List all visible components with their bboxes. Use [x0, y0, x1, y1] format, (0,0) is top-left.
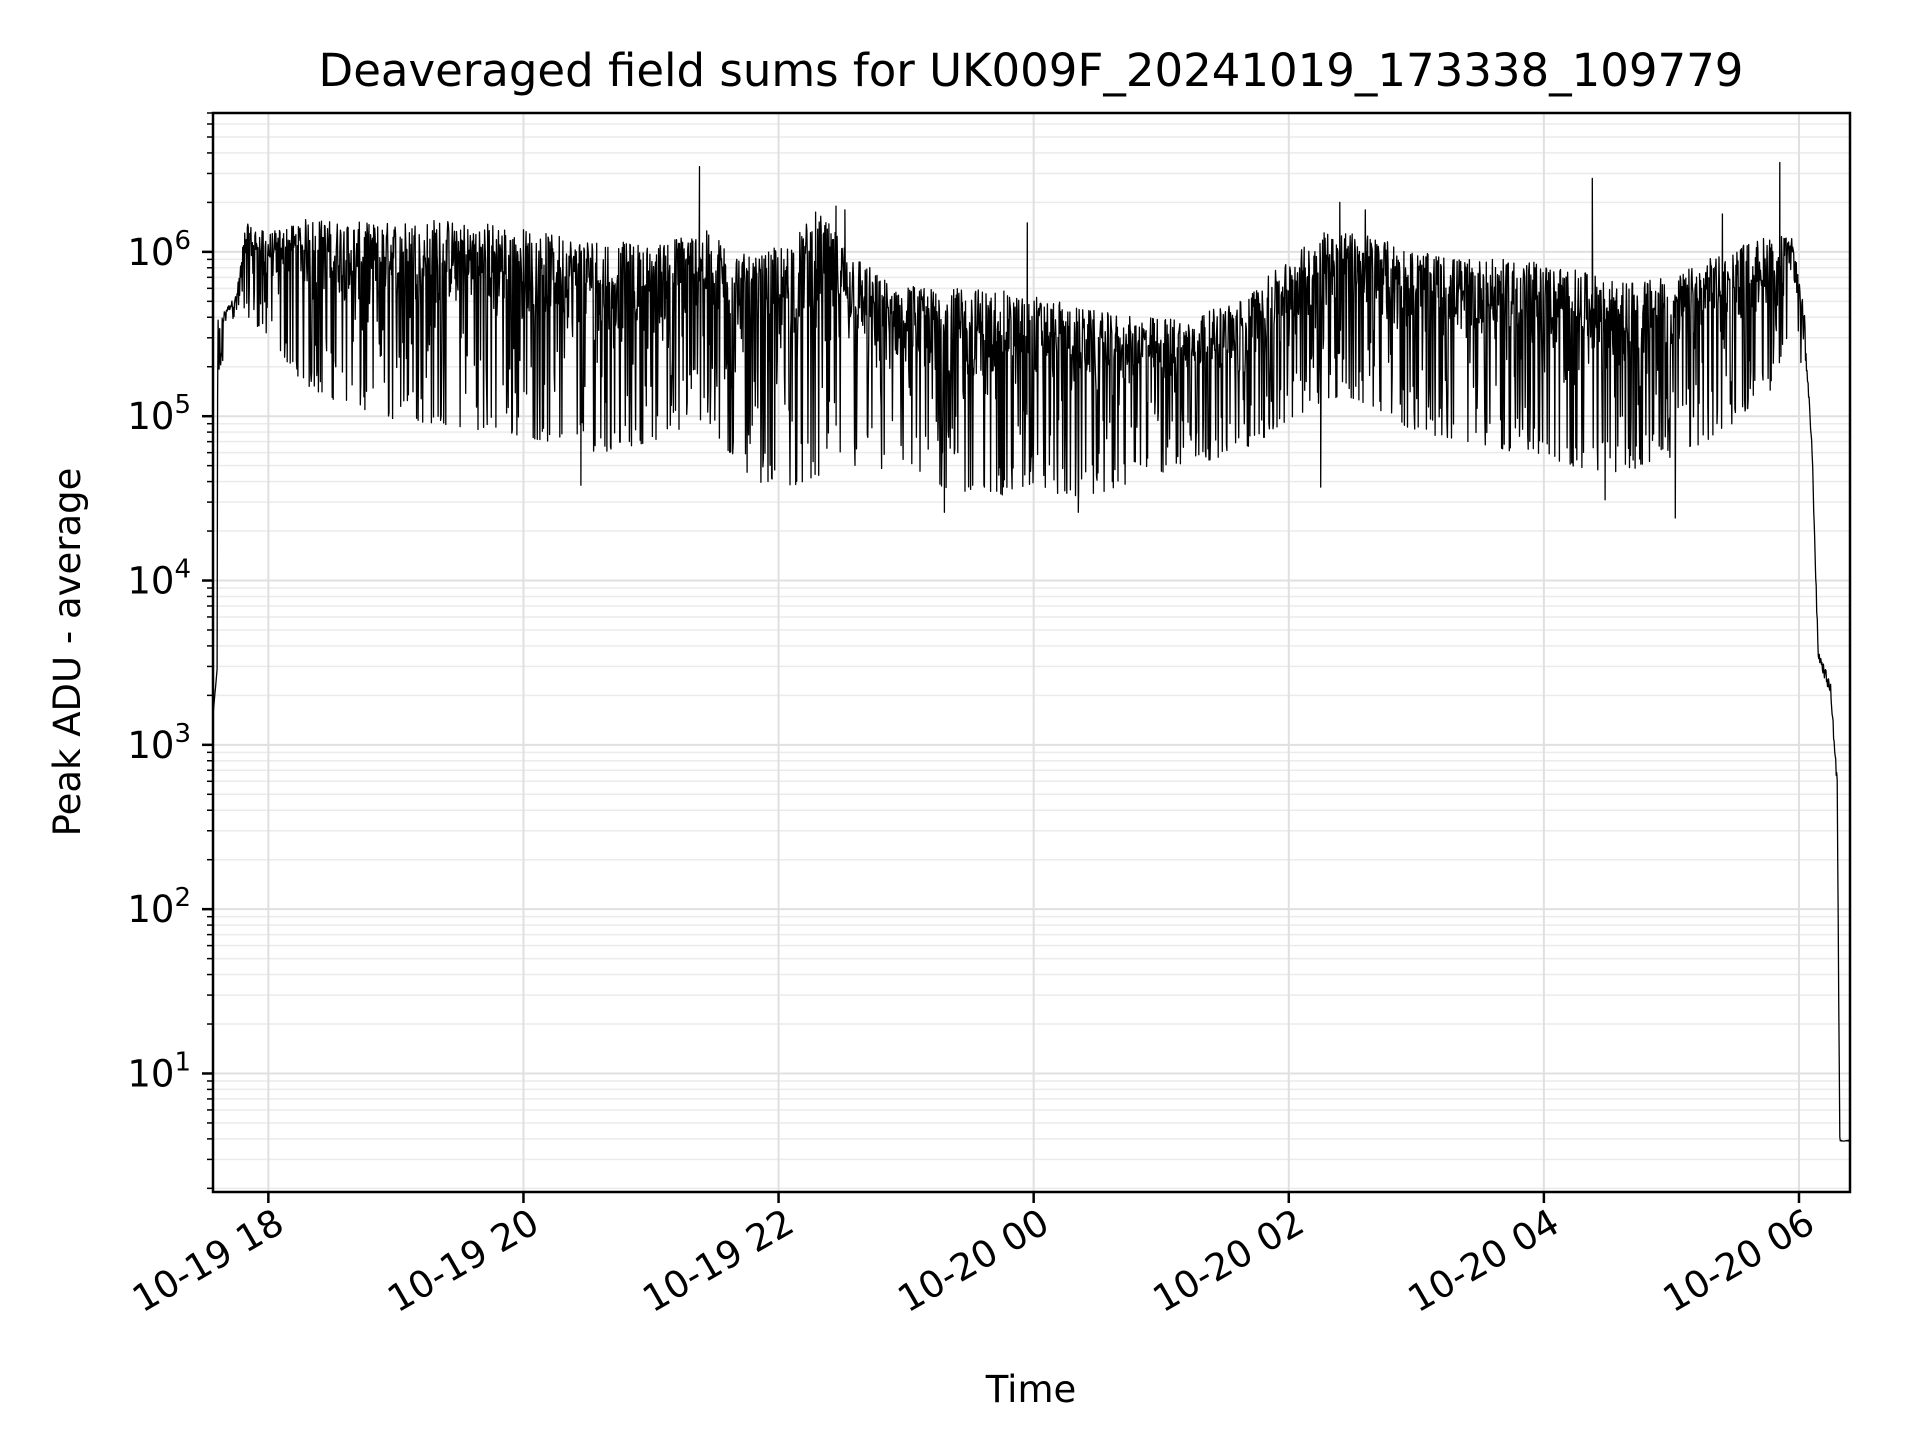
y-tick-label: 105 — [127, 390, 191, 438]
y-tick-exponent: 6 — [174, 226, 191, 256]
y-tick-label: 101 — [127, 1047, 191, 1095]
y-tick-base: 10 — [127, 560, 174, 603]
y-tick-label: 104 — [127, 555, 191, 603]
plot-frame — [211, 111, 1852, 1194]
y-tick-base: 10 — [127, 724, 174, 767]
y-tick-exponent: 3 — [174, 719, 191, 749]
y-tick-exponent: 5 — [174, 390, 191, 420]
axis-ticks — [202, 112, 1801, 1203]
y-axis-label: Peak ADU - average — [46, 468, 89, 837]
y-tick-exponent: 4 — [174, 555, 191, 585]
y-tick-exponent: 1 — [174, 1047, 191, 1077]
chart-title: Deaveraged field sums for UK009F_2024101… — [319, 44, 1744, 97]
series-line-path — [212, 161, 1851, 1142]
y-tick-exponent: 2 — [174, 883, 191, 913]
x-axis-label: Time — [985, 1368, 1077, 1411]
y-tick-label: 103 — [127, 719, 191, 767]
y-tick-label: 106 — [127, 226, 191, 274]
y-tick-label: 102 — [127, 883, 191, 931]
y-tick-base: 10 — [127, 1052, 174, 1095]
y-tick-base: 10 — [127, 395, 174, 438]
series-line — [212, 161, 1851, 1142]
y-tick-base: 10 — [127, 231, 174, 274]
y-tick-base: 10 — [127, 888, 174, 931]
